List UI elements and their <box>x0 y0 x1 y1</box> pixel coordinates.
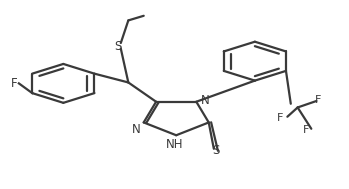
Text: S: S <box>114 40 122 53</box>
Text: F: F <box>303 125 310 135</box>
Text: N: N <box>200 94 209 107</box>
Text: F: F <box>315 95 321 105</box>
Text: F: F <box>10 77 17 90</box>
Text: N: N <box>132 123 141 136</box>
Text: NH: NH <box>166 138 183 151</box>
Text: S: S <box>212 145 219 157</box>
Text: F: F <box>277 113 283 123</box>
